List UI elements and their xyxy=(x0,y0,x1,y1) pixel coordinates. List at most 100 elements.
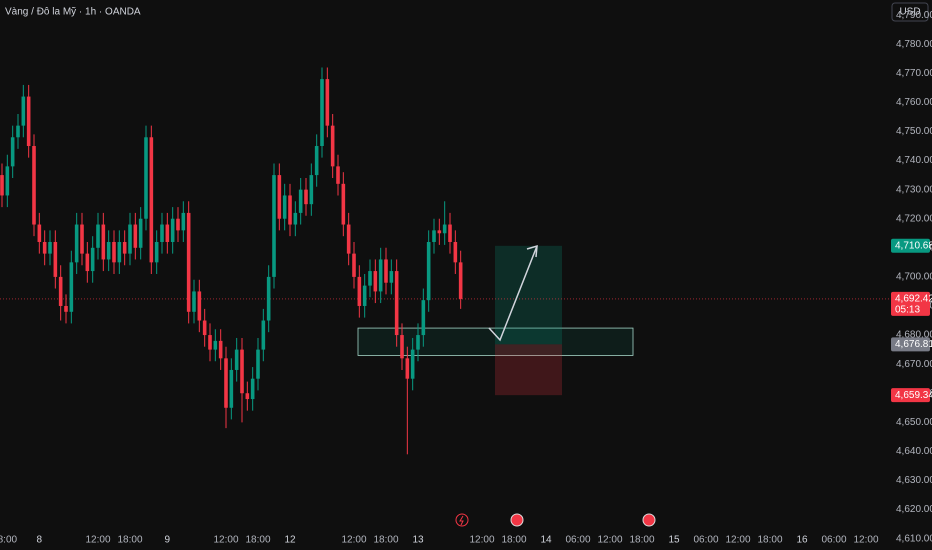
candle-body xyxy=(74,224,79,263)
candle-body xyxy=(101,224,106,260)
candle-body xyxy=(320,79,324,147)
candle-body xyxy=(122,241,127,254)
candle-body xyxy=(400,335,404,359)
flag-icon[interactable] xyxy=(510,513,524,527)
x-tick-label: 9 xyxy=(165,535,171,546)
candle-body xyxy=(192,291,196,312)
candle-body xyxy=(80,224,84,254)
y-tick-label: 4,620.000 xyxy=(896,504,932,515)
candle-body xyxy=(0,175,4,196)
price-tag xyxy=(891,388,930,403)
x-tick-label: 12 xyxy=(284,535,296,546)
candle-body xyxy=(405,358,410,379)
x-tick-label: 12:00 xyxy=(341,535,366,546)
candle-body xyxy=(352,253,356,277)
candle-body xyxy=(202,320,207,336)
candle-body xyxy=(245,393,250,400)
candle-body xyxy=(282,195,287,219)
y-tick-label: 4,740.000 xyxy=(896,155,932,166)
currency-label[interactable]: USD xyxy=(899,7,920,18)
candle-body xyxy=(149,137,154,263)
candle-body xyxy=(437,230,442,234)
candle-body xyxy=(266,276,271,321)
candle-body xyxy=(229,369,234,408)
x-tick-label: 12:00 xyxy=(85,535,110,546)
candle-body xyxy=(218,340,223,359)
x-tick-label: 18:00 xyxy=(245,535,270,546)
candle-body xyxy=(394,271,399,336)
y-tick-label: 4,610.000 xyxy=(896,533,932,544)
y-tick-label: 4,720.000 xyxy=(896,213,932,224)
candle-body xyxy=(10,137,15,167)
price-tag xyxy=(891,291,930,316)
candle-body xyxy=(21,96,26,126)
candle-body xyxy=(32,146,36,225)
y-tick-label: 4,650.000 xyxy=(896,417,932,428)
candle-body xyxy=(186,212,191,312)
event-icon[interactable] xyxy=(455,513,469,527)
candle-body xyxy=(293,212,298,225)
candle-body xyxy=(128,224,132,254)
candle-body xyxy=(362,285,367,306)
candle-body xyxy=(197,291,202,321)
candle-body xyxy=(37,224,42,242)
candle-body xyxy=(208,335,212,350)
candle-body xyxy=(58,276,63,306)
price-tag xyxy=(891,337,930,352)
x-tick-label: 06:00 xyxy=(821,535,846,546)
x-tick-label: 12:00 xyxy=(469,535,494,546)
zone-rectangle xyxy=(357,327,634,356)
candle-body xyxy=(416,335,420,350)
candle-body xyxy=(16,125,20,138)
currency-button[interactable] xyxy=(891,2,929,22)
x-tick-label: 13 xyxy=(412,535,424,546)
flag-icon[interactable] xyxy=(642,513,656,527)
candle-body xyxy=(421,300,426,336)
candle-body xyxy=(144,137,148,219)
candle-body xyxy=(106,241,111,260)
candle-body xyxy=(378,259,383,292)
candle-body xyxy=(69,262,74,312)
price-tag-label: 4,659.347 xyxy=(895,390,932,401)
arrow-head xyxy=(526,244,538,258)
x-tick-label: 12:00 xyxy=(597,535,622,546)
candle-body xyxy=(389,271,394,283)
candle-body xyxy=(48,241,52,254)
candle-body xyxy=(357,276,362,306)
candle-body xyxy=(432,230,436,242)
candle-body xyxy=(368,271,372,286)
candle-body xyxy=(256,349,260,379)
y-tick-label: 4,750.000 xyxy=(896,126,932,137)
x-tick-label: 15 xyxy=(668,535,680,546)
y-tick-label: 4,680.000 xyxy=(896,330,932,341)
candle-body xyxy=(426,241,431,301)
x-tick-label: 06:00 xyxy=(565,535,590,546)
x-tick-label: 16 xyxy=(796,535,808,546)
candle-body xyxy=(314,146,319,176)
candle-body xyxy=(117,241,122,263)
candle-body xyxy=(458,262,463,299)
x-tick-label: 06:00 xyxy=(693,535,718,546)
candle-body xyxy=(288,195,292,225)
candle-body xyxy=(64,305,68,312)
y-tick-label: 4,670.000 xyxy=(896,359,932,370)
candle-body xyxy=(325,79,330,126)
price-tag-label: 4,676.817 xyxy=(895,339,932,350)
price-tag xyxy=(891,238,930,253)
candle-body xyxy=(304,189,308,205)
x-tick-label: 12:00 xyxy=(213,535,238,546)
candle-body xyxy=(176,218,180,231)
x-tick-label: 12:00 xyxy=(853,535,878,546)
candle-body xyxy=(138,218,143,248)
arrow-drawing xyxy=(488,245,538,342)
price-tag-label: 4,692.425 xyxy=(895,294,932,305)
candle-body xyxy=(373,271,378,292)
candle-body xyxy=(341,183,346,225)
candle-body xyxy=(330,125,335,167)
candle-body xyxy=(181,212,186,231)
candle-body xyxy=(250,378,255,400)
candle-body xyxy=(234,349,239,370)
candle-body xyxy=(5,166,10,196)
